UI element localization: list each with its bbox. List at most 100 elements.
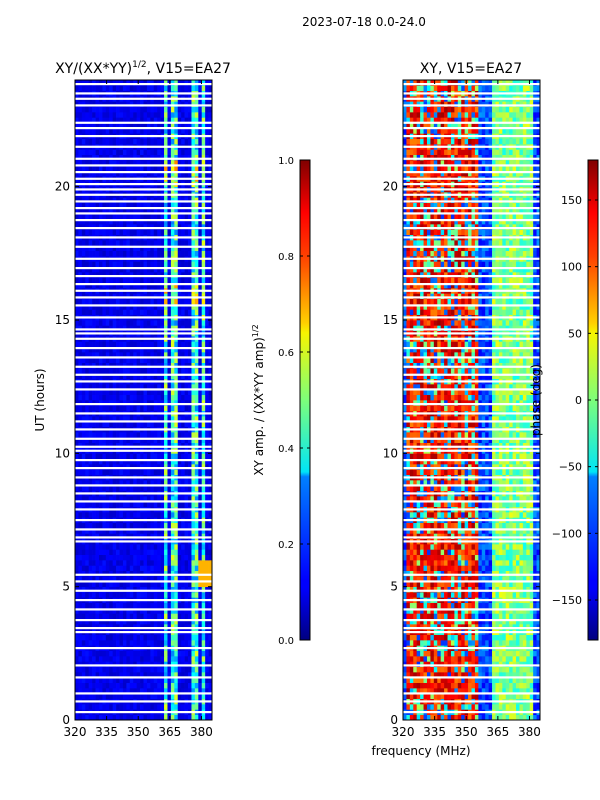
heatmap-cell bbox=[78, 581, 83, 588]
heatmap-cell bbox=[191, 576, 196, 582]
heatmap-cell bbox=[122, 608, 127, 614]
heatmap-cell bbox=[140, 165, 144, 172]
heatmap-cell bbox=[78, 688, 83, 694]
heatmap-cell bbox=[78, 421, 83, 428]
heatmap-cell bbox=[184, 485, 189, 492]
heatmap-cell bbox=[174, 320, 179, 326]
heatmap-cell bbox=[88, 714, 93, 720]
heatmap-cell bbox=[133, 405, 137, 412]
heatmap-cell bbox=[109, 533, 114, 540]
heatmap-cell bbox=[119, 650, 124, 657]
heatmap-cell bbox=[150, 677, 155, 684]
y-tick-label: 20 bbox=[55, 180, 70, 194]
heatmap-cell bbox=[167, 533, 172, 540]
heatmap-cell bbox=[201, 341, 206, 348]
heatmap-cell bbox=[116, 304, 120, 310]
heatmap-cell bbox=[88, 80, 93, 86]
heatmap-cell bbox=[129, 416, 134, 422]
heatmap-cell bbox=[153, 554, 158, 561]
heatmap-cell bbox=[133, 432, 137, 438]
heatmap-cell bbox=[112, 128, 117, 134]
heatmap-cell bbox=[157, 672, 161, 678]
heatmap-cell bbox=[119, 224, 124, 230]
heatmap-cell bbox=[167, 229, 172, 236]
heatmap-cell bbox=[126, 394, 131, 401]
heatmap-cell bbox=[184, 154, 189, 161]
heatmap-cell bbox=[184, 160, 189, 166]
heatmap-cell bbox=[164, 394, 168, 401]
heatmap-cell bbox=[188, 485, 192, 492]
heatmap-cell bbox=[198, 346, 203, 353]
heatmap-cell bbox=[184, 277, 189, 284]
heatmap-cell bbox=[119, 197, 124, 204]
heatmap-cell bbox=[102, 224, 107, 230]
heatmap-cell bbox=[177, 544, 182, 550]
heatmap-cell bbox=[201, 149, 206, 156]
flagged-gap bbox=[75, 676, 212, 679]
heatmap-cell bbox=[92, 453, 96, 460]
heatmap-cell bbox=[102, 101, 107, 108]
heatmap-cell bbox=[105, 464, 110, 470]
heatmap-cell bbox=[102, 458, 107, 465]
heatmap-cell bbox=[184, 122, 189, 129]
heatmap-cell bbox=[184, 522, 189, 529]
heatmap-cell bbox=[474, 714, 479, 720]
heatmap-cell bbox=[160, 416, 165, 422]
heatmap-cell bbox=[116, 624, 120, 630]
heatmap-cell bbox=[208, 213, 212, 220]
heatmap-cell bbox=[170, 165, 175, 172]
heatmap-cell bbox=[170, 112, 175, 118]
heatmap-cell bbox=[116, 581, 120, 588]
heatmap-cell bbox=[136, 442, 141, 449]
heatmap-cell bbox=[109, 565, 114, 572]
heatmap-cell bbox=[174, 688, 179, 694]
heatmap-cell bbox=[174, 341, 179, 348]
heatmap-cell bbox=[153, 101, 158, 108]
heatmap-cell bbox=[170, 512, 175, 518]
heatmap-cell bbox=[88, 154, 93, 161]
heatmap-cell bbox=[164, 229, 168, 236]
heatmap-cell bbox=[105, 245, 110, 252]
heatmap-cell bbox=[150, 634, 155, 641]
heatmap-cell bbox=[184, 602, 189, 609]
heatmap-cell bbox=[164, 544, 168, 550]
heatmap-cell bbox=[95, 608, 100, 614]
heatmap-cell bbox=[81, 672, 86, 678]
heatmap-cell bbox=[105, 106, 110, 113]
amp-heatmap bbox=[75, 80, 212, 720]
heatmap-cell bbox=[198, 496, 203, 502]
heatmap-cell bbox=[116, 282, 120, 289]
heatmap-cell bbox=[143, 170, 148, 177]
heatmap-cell bbox=[205, 208, 209, 214]
heatmap-cell bbox=[122, 213, 127, 220]
heatmap-cell bbox=[177, 261, 182, 268]
heatmap-cell bbox=[198, 154, 203, 161]
heatmap-cell bbox=[119, 160, 124, 166]
heatmap-cell bbox=[98, 224, 103, 230]
heatmap-cell bbox=[129, 346, 134, 353]
heatmap-cell bbox=[208, 346, 212, 353]
heatmap-cell bbox=[201, 101, 206, 108]
colorbar-tick-label: 1.0 bbox=[278, 156, 294, 167]
heatmap-cell bbox=[177, 122, 182, 129]
heatmap-cell bbox=[181, 496, 185, 502]
heatmap-cell bbox=[164, 400, 168, 406]
heatmap-cell bbox=[201, 544, 206, 550]
heatmap-cell bbox=[112, 282, 117, 289]
heatmap-cell bbox=[174, 245, 179, 252]
heatmap-cell bbox=[201, 581, 206, 588]
heatmap-cell bbox=[194, 272, 199, 278]
heatmap-cell bbox=[109, 389, 114, 396]
heatmap-cell bbox=[133, 208, 137, 214]
heatmap-cell bbox=[150, 666, 155, 673]
heatmap-cell bbox=[95, 405, 100, 412]
heatmap-cell bbox=[177, 501, 182, 508]
heatmap-cell bbox=[75, 682, 79, 689]
heatmap-cell bbox=[129, 650, 134, 657]
heatmap-cell bbox=[153, 170, 158, 177]
heatmap-cell bbox=[92, 149, 96, 156]
heatmap-cell bbox=[188, 608, 192, 614]
heatmap-cell bbox=[177, 245, 182, 252]
heatmap-cell bbox=[194, 400, 199, 406]
heatmap-cell bbox=[167, 496, 172, 502]
